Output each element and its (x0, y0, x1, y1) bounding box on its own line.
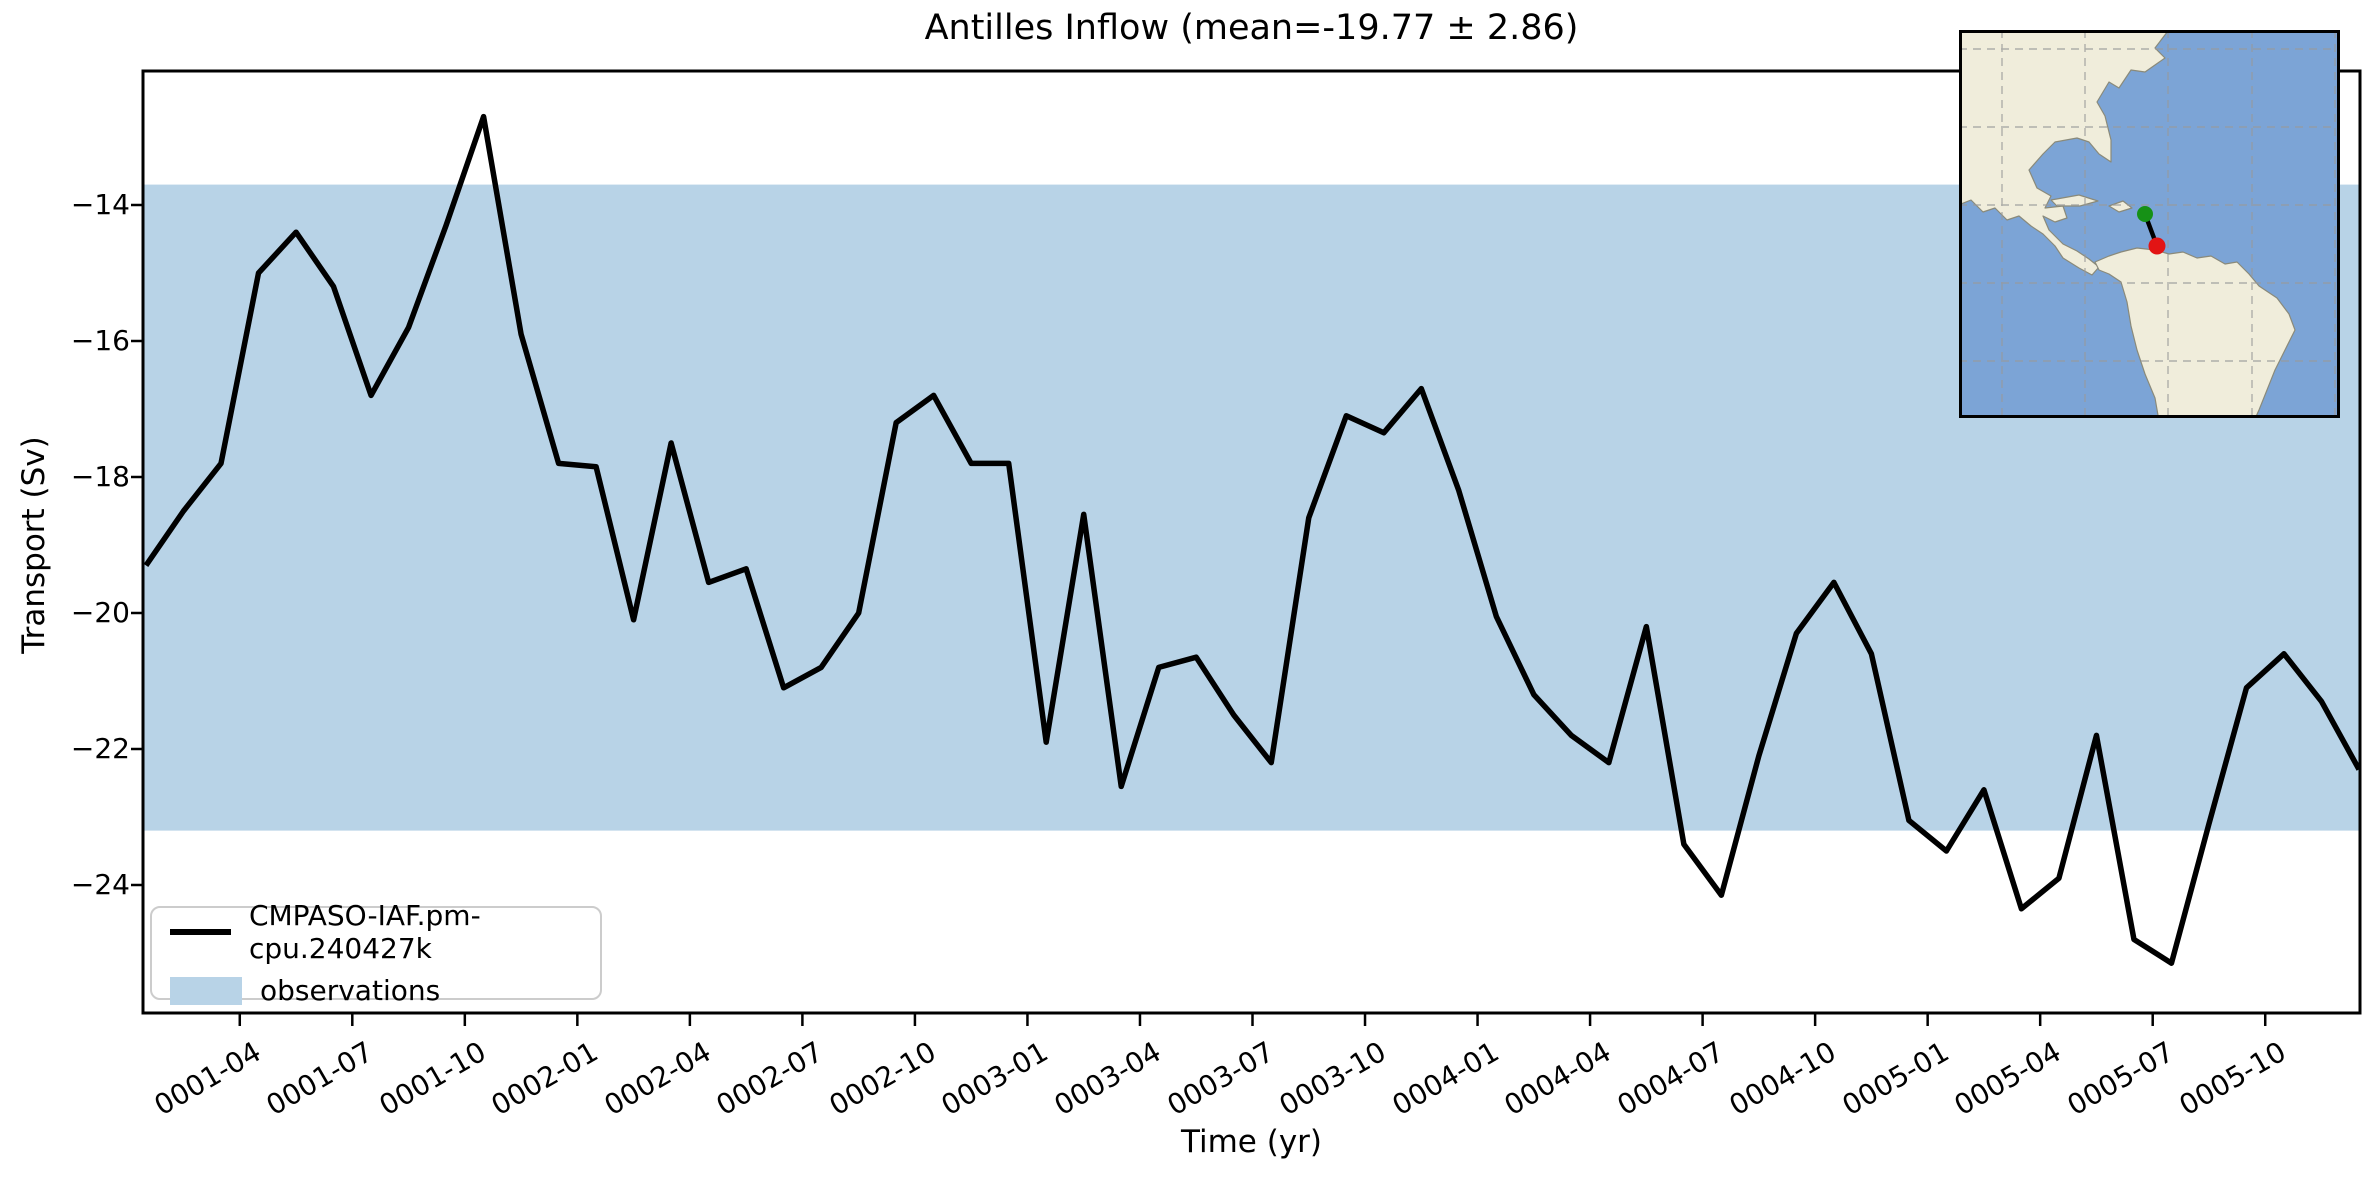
transect-end-marker (2148, 237, 2166, 255)
cuba-island (2050, 194, 2099, 207)
y-tick-label: −18 (70, 460, 130, 493)
y-tick-label: −22 (70, 732, 130, 765)
y-tick-label: −14 (70, 188, 130, 221)
series-line-swatch (170, 929, 231, 935)
legend: CMPASO-IAF.pm-cpu.240427k observations (150, 899, 602, 1007)
legend-row-series: CMPASO-IAF.pm-cpu.240427k (170, 899, 600, 965)
axes-spines (141, 69, 2362, 1015)
transect-start-marker (2137, 206, 2153, 222)
y-axis-label: Transport (Sv) (16, 436, 52, 654)
y-tick-label: −20 (70, 596, 130, 629)
south-america (2094, 247, 2296, 418)
y-tick-label: −16 (70, 324, 130, 357)
x-axis-label: Time (yr) (1181, 1124, 1322, 1160)
chart-title: Antilles Inflow (mean=-19.77 ± 2.86) (924, 8, 1579, 48)
observations-swatch (170, 976, 242, 1005)
observations-label: observations (260, 974, 441, 1007)
axis-tick-marks (131, 203, 2267, 1026)
series-label: CMPASO-IAF.pm-cpu.240427k (248, 899, 481, 965)
landmasses (1959, 30, 2296, 418)
inset-border (1959, 30, 2340, 418)
y-tick-label: −24 (70, 868, 130, 901)
graticule (1959, 30, 2340, 418)
hispaniola-island (2108, 200, 2133, 213)
model-series-line (143, 113, 2362, 966)
legend-row-observations: observations (170, 974, 600, 1007)
inset-map (1959, 30, 2340, 418)
